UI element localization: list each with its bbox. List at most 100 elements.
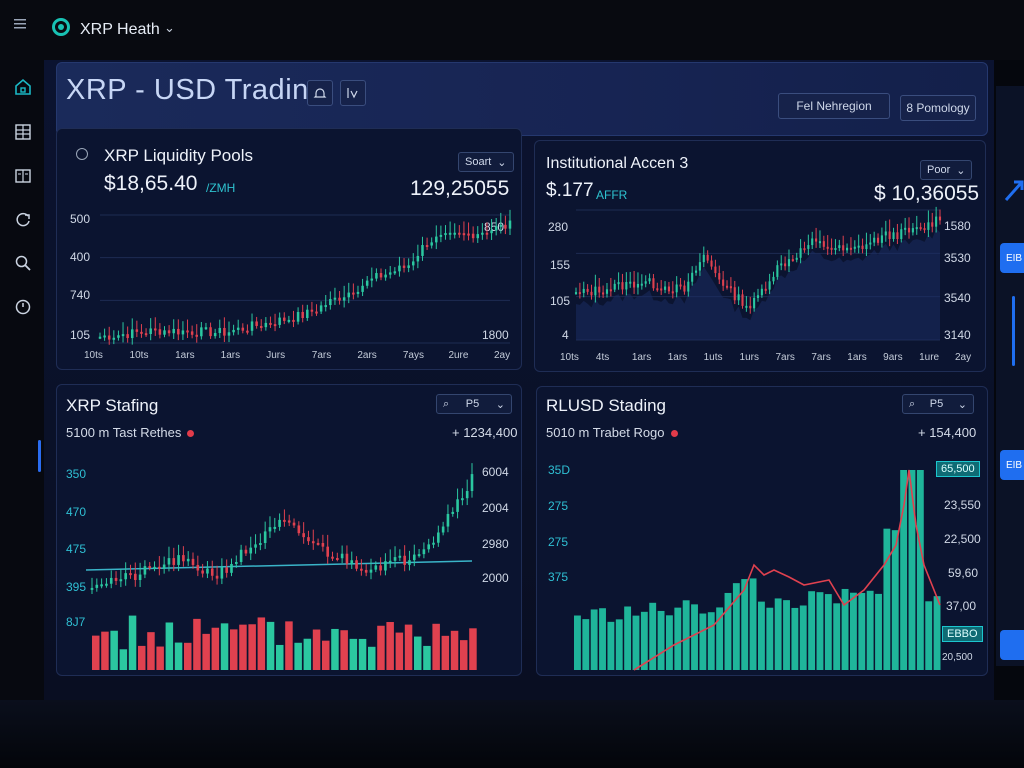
candle xyxy=(388,272,392,275)
candle xyxy=(162,564,166,569)
candle xyxy=(167,558,171,565)
pomology-button[interactable]: 8 Pomology xyxy=(900,95,976,121)
red-status-dot xyxy=(187,430,195,438)
rlusd-period-dropdown[interactable]: ⌕ P5 ⌄ xyxy=(902,394,974,414)
candle xyxy=(278,317,281,325)
candle xyxy=(799,248,802,258)
candle xyxy=(215,575,219,579)
chevron-down-icon[interactable]: ⌄ xyxy=(164,20,175,35)
candle xyxy=(379,565,382,571)
volume-bar xyxy=(423,645,431,670)
volume-bar xyxy=(92,635,100,670)
candle xyxy=(218,327,222,334)
candle xyxy=(453,232,456,235)
volume-bar xyxy=(632,615,640,670)
candle xyxy=(826,246,829,249)
right-panel-button[interactable]: EIB xyxy=(1000,243,1024,273)
candle xyxy=(177,328,180,335)
volume-bar xyxy=(590,609,598,670)
candle xyxy=(861,245,864,250)
candle xyxy=(853,246,856,249)
x-tick-label: 7ays xyxy=(402,350,424,361)
right-panel-button[interactable] xyxy=(1000,630,1024,660)
clock-icon[interactable] xyxy=(12,296,34,318)
candle xyxy=(167,330,171,334)
volume-bar xyxy=(908,470,916,670)
candle xyxy=(725,285,729,288)
candle xyxy=(427,544,431,550)
candle xyxy=(196,564,200,571)
institutional-candlestick-chart xyxy=(574,206,942,341)
volume-bar xyxy=(460,640,468,670)
search-icon: ⌕ xyxy=(909,397,916,410)
candle xyxy=(481,232,484,235)
volume-bar xyxy=(331,628,339,670)
search-icon[interactable] xyxy=(12,252,34,274)
staking-subtitle-text: 5100 m Tast Rethes xyxy=(66,425,182,440)
candle xyxy=(264,322,268,328)
volume-bar xyxy=(128,615,137,670)
candle xyxy=(149,328,152,335)
candle xyxy=(148,566,152,569)
volume-bar xyxy=(450,630,459,670)
candle xyxy=(315,311,318,314)
volume-bar xyxy=(358,638,367,670)
refresh-icon[interactable] xyxy=(12,209,34,231)
candle xyxy=(412,554,416,561)
candle xyxy=(609,289,612,292)
candle xyxy=(465,491,469,499)
candle xyxy=(749,305,752,309)
candle xyxy=(287,319,291,322)
volume-bar xyxy=(783,600,790,670)
candle xyxy=(888,231,891,240)
right-panel-button[interactable]: EIB xyxy=(1000,450,1024,480)
right-slider-track[interactable] xyxy=(1012,296,1015,366)
y-tick-right: 1800 xyxy=(482,328,509,342)
candle xyxy=(345,553,349,564)
staking-period-dropdown[interactable]: ⌕ P5 ⌄ xyxy=(436,394,512,414)
volume-bar xyxy=(799,605,807,670)
staking-value: + 1234,400 xyxy=(452,425,518,440)
candle xyxy=(846,247,849,251)
y-tick: 35D xyxy=(548,463,571,477)
candle xyxy=(811,238,814,246)
candle xyxy=(398,555,402,558)
candle xyxy=(430,242,433,246)
volume-bar xyxy=(230,629,238,670)
candle xyxy=(158,329,162,335)
candle xyxy=(369,569,373,573)
candle xyxy=(768,281,771,290)
x-tick-label: 10ts xyxy=(84,350,103,361)
candle xyxy=(268,527,272,532)
y-tick: 500 xyxy=(70,212,91,226)
candle xyxy=(407,265,410,268)
candle xyxy=(153,566,156,569)
candle xyxy=(706,254,709,261)
candle xyxy=(374,565,378,570)
home-icon[interactable] xyxy=(12,76,34,98)
candle xyxy=(249,547,253,554)
x-tick-label: 2ay xyxy=(494,350,511,361)
grid-icon[interactable] xyxy=(12,121,34,143)
liquidity-sort-dropdown[interactable]: Soart ⌄ xyxy=(458,152,514,172)
volume-bar xyxy=(607,621,615,670)
candle xyxy=(822,241,825,247)
candle xyxy=(398,265,401,272)
ledger-icon[interactable] xyxy=(12,165,34,187)
bell-icon[interactable] xyxy=(307,80,333,106)
x-tick-label: 1ars xyxy=(847,352,867,363)
candle xyxy=(393,271,397,274)
institutional-sort-dropdown[interactable]: Poor ⌄ xyxy=(920,160,973,180)
chart-toggle-icon[interactable] xyxy=(340,80,366,106)
candle xyxy=(911,228,914,233)
candle xyxy=(613,283,616,290)
candle xyxy=(476,234,480,239)
hamburger-menu-icon[interactable] xyxy=(14,17,34,37)
x-tick-label: 2ay xyxy=(955,352,972,363)
region-button[interactable]: Fel Nehregion xyxy=(778,93,890,119)
volume-bar xyxy=(816,592,824,670)
candle xyxy=(336,557,339,560)
volume-bar xyxy=(138,645,146,670)
volume-bar xyxy=(312,629,321,670)
y-tick: 400 xyxy=(70,250,91,264)
